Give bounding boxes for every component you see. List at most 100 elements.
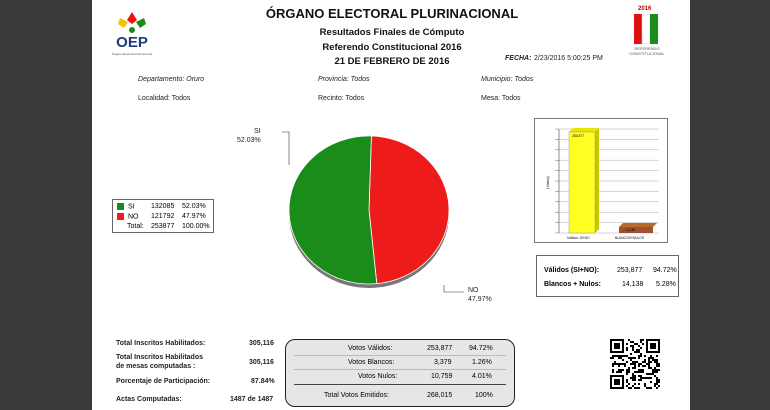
qr-module (630, 357, 632, 359)
valid-row-2-label: Blancos + Nulos: (544, 281, 601, 288)
actas-value: 1487 de 1487 (230, 396, 274, 403)
qr-module (612, 369, 614, 371)
votos-nulos-pct: 4.01% (472, 373, 492, 380)
qr-module (638, 371, 640, 373)
qr-module (634, 379, 636, 381)
qr-module (654, 375, 656, 377)
report-date-title: 21 DE FEBRERO DE 2016 (334, 56, 450, 67)
qr-module (614, 361, 616, 363)
qr-module (654, 359, 656, 361)
votes-divider-3 (294, 384, 506, 385)
votos-blancos-label: Votos Blancos: (348, 359, 395, 366)
votes-divider-2 (294, 369, 506, 370)
qr-code[interactable] (610, 339, 660, 389)
qr-module (656, 355, 658, 357)
qr-module (610, 357, 612, 359)
qr-module (634, 377, 636, 379)
qr-module (612, 363, 614, 365)
qr-module (634, 363, 636, 365)
qr-module (632, 347, 634, 349)
qr-module (656, 381, 658, 383)
qr-module (644, 385, 646, 387)
qr-module (650, 373, 652, 375)
qr-module (612, 357, 614, 359)
pie-chart (282, 131, 464, 293)
legend-total-votes: 253877 (151, 223, 175, 230)
qr-module (632, 385, 634, 387)
qr-module (648, 367, 650, 369)
qr-module (658, 363, 660, 365)
qr-module (632, 367, 634, 369)
qr-module (632, 341, 634, 343)
qr-module (632, 379, 634, 381)
legend-swatch-si (117, 203, 124, 210)
qr-module (628, 357, 630, 359)
qr-module (650, 357, 652, 359)
legend-row-no: NO (117, 213, 139, 223)
qr-module (626, 349, 628, 351)
legend-pct-no: 47.97% (182, 213, 206, 220)
actas-label: Actas Computadas: (116, 396, 182, 403)
votos-nulos-value: 10,759 (431, 373, 453, 380)
qr-module (656, 369, 658, 371)
mesas-label-1: Total Inscritos Habilitados (116, 354, 203, 361)
bar-blank (619, 227, 653, 233)
valid-row-1-votes: 253,877 (617, 267, 643, 274)
pie-label-si-pct: 52.03% (237, 137, 261, 144)
qr-module (646, 363, 648, 365)
qr-module (638, 365, 640, 367)
qr-module (612, 355, 614, 357)
oep-logo: OEP Órgano Electoral Plurinacional (106, 8, 158, 60)
qr-module (656, 377, 658, 379)
qr-module (618, 371, 620, 373)
qr-module (618, 357, 620, 359)
legend-label-no: NO (128, 213, 139, 221)
legend-votes-no: 121792 (151, 213, 175, 220)
filter-recinto: Recinto: Todos (318, 95, 365, 102)
qr-module (644, 383, 646, 385)
qr-module (632, 375, 634, 377)
qr-module (622, 359, 624, 361)
qr-module (634, 351, 636, 353)
qr-module (620, 371, 622, 373)
qr-module (624, 365, 626, 367)
qr-module (656, 365, 658, 367)
qr-module (620, 369, 622, 371)
qr-module (628, 371, 630, 373)
qr-module (616, 371, 618, 373)
referendo-text-2: CONSTITUCIONAL (629, 51, 665, 56)
qr-module (640, 353, 642, 355)
qr-module (644, 365, 646, 367)
qr-module (658, 365, 660, 367)
votos-nulos-label: Votos Nulos: (358, 373, 398, 380)
valid-row-1-label: Válidos (SI+NO): (544, 267, 600, 274)
qr-module (626, 379, 628, 381)
qr-module (656, 363, 658, 365)
bar-valid-label: Válidos: SI+NO (567, 236, 590, 240)
bar-valid-value: 253,877 (572, 134, 584, 138)
qr-module (614, 355, 616, 357)
qr-module (634, 387, 636, 389)
qr-module (654, 371, 656, 373)
qr-module (636, 343, 638, 345)
qr-module (632, 377, 634, 379)
qr-module (630, 377, 632, 379)
qr-module (640, 369, 642, 371)
qr-module (640, 377, 642, 379)
qr-module (638, 369, 640, 371)
qr-module (632, 361, 634, 363)
qr-module (612, 371, 614, 373)
bar-blank-label: BLANCOS+NULOS (615, 236, 645, 240)
qr-module (656, 379, 658, 381)
qr-module (636, 351, 638, 353)
qr-module (626, 381, 628, 383)
legend-total-label: Total: (127, 223, 144, 230)
qr-module (616, 355, 618, 357)
qr-module (626, 385, 628, 387)
legend-total-pct: 100.00% (182, 223, 210, 230)
qr-module (648, 373, 650, 375)
qr-module (620, 363, 622, 365)
qr-module (656, 361, 658, 363)
qr-module (642, 361, 644, 363)
qr-module (636, 371, 638, 373)
